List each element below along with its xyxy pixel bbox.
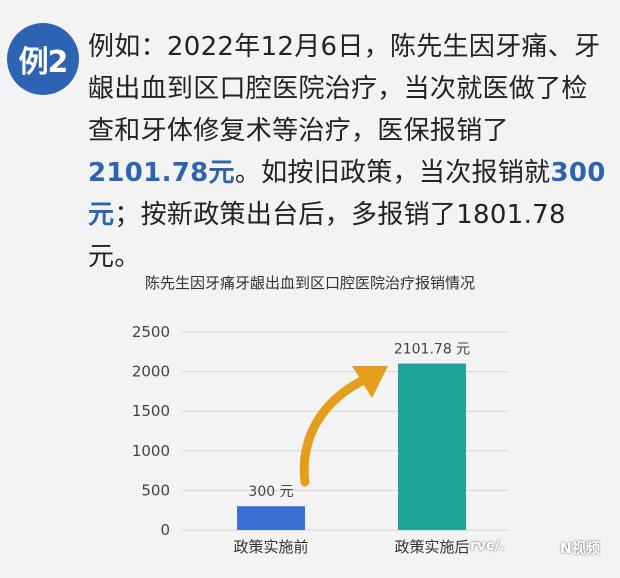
data-label: 2101.78 元 xyxy=(394,342,470,358)
y-tick-label: 500 xyxy=(141,481,170,499)
example-badge: 例2 xyxy=(7,23,79,95)
paragraph-amount-2: 300元 xyxy=(88,158,606,230)
x-tick-label: 政策实施前 xyxy=(233,538,308,556)
data-label: 300 元 xyxy=(248,484,293,500)
paragraph-amount-1: 2101.78元 xyxy=(88,158,235,188)
x-tick-label: 政策实施后 xyxy=(394,538,469,556)
chart-title: 陈先生因牙痛牙龈出血到区口腔医院治疗报销情况 xyxy=(144,274,475,292)
watermark-left: rvc/. xyxy=(470,538,505,554)
bar xyxy=(237,506,305,530)
y-tick-label: 0 xyxy=(160,521,170,539)
example-paragraph: 例如：2022年12月6日，陈先生因牙痛、牙龈出血到区口腔医院治疗，当次就医做了… xyxy=(88,26,612,278)
watermark-right: N视频 xyxy=(560,541,600,557)
bar xyxy=(398,363,466,530)
y-tick-label: 2000 xyxy=(132,363,170,381)
paragraph-text-1: 例如：2022年12月6日，陈先生因牙痛、牙龈出血到区口腔医院治疗，当次就医做了… xyxy=(88,32,601,146)
y-tick-label: 2500 xyxy=(132,323,170,341)
paragraph-text-2: 。如按旧政策，当次报销就 xyxy=(234,158,551,188)
arrow-curve xyxy=(299,373,373,487)
paragraph-text-3: ；按新政策出台后，多报销了1801.78元。 xyxy=(88,200,566,272)
y-tick-label: 1000 xyxy=(132,442,170,460)
y-tick-label: 1500 xyxy=(132,402,170,420)
arrow-head xyxy=(352,366,388,398)
